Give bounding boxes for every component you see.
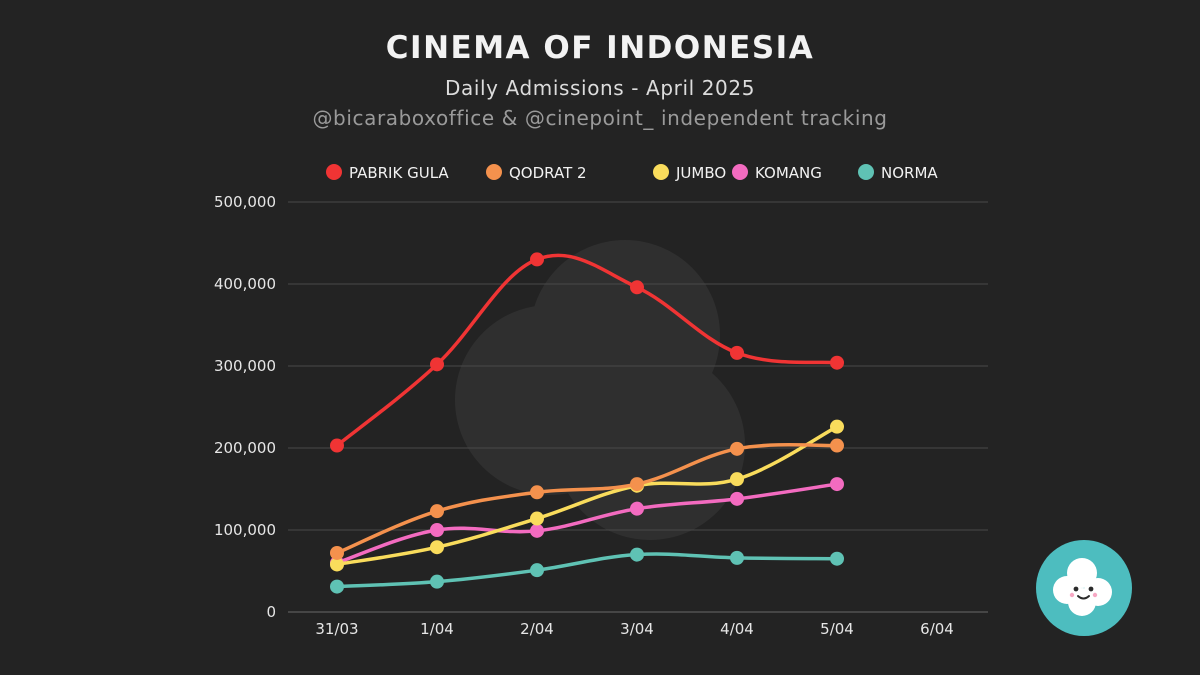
y-tick-label: 0: [266, 603, 276, 621]
data-point: [430, 574, 444, 589]
data-point: [630, 280, 644, 295]
data-point: [530, 252, 544, 267]
legend-label: KOMANG: [755, 164, 822, 182]
x-tick-label: 3/04: [620, 620, 654, 638]
legend-label: JUMBO: [675, 164, 726, 182]
data-point: [430, 523, 444, 537]
legend-marker: [653, 164, 669, 180]
chart-credit: @bicaraboxoffice & @cinepoint_ independe…: [312, 106, 888, 130]
x-tick-label: 1/04: [420, 620, 454, 638]
popcorn-logo-icon: [1036, 540, 1132, 636]
series-line: [335, 424, 839, 567]
legend-label: PABRIK GULA: [349, 164, 449, 182]
series-norma: [330, 547, 844, 594]
data-point: [330, 545, 344, 560]
legend-marker: [326, 164, 342, 180]
x-tick-label: 4/04: [720, 620, 754, 638]
data-point: [530, 511, 544, 526]
legend-marker: [858, 164, 874, 180]
chart-title: CINEMA OF INDONESIA: [385, 30, 815, 66]
x-tick-label: 5/04: [820, 620, 854, 638]
y-tick-label: 100,000: [214, 521, 276, 539]
series-line: [335, 482, 839, 565]
data-point: [530, 563, 544, 578]
data-point: [830, 477, 844, 492]
x-tick-label: 31/03: [315, 620, 358, 638]
data-point: [830, 551, 844, 566]
legend-marker: [732, 164, 748, 180]
chart-subtitle: Daily Admissions - April 2025: [444, 76, 756, 100]
data-point: [730, 491, 744, 506]
data-point: [530, 523, 544, 538]
x-tick-label: 2/04: [520, 620, 554, 638]
y-tick-label: 400,000: [214, 275, 276, 293]
series-pabrik-gula: [330, 252, 844, 453]
data-point: [330, 579, 344, 594]
y-tick-label: 300,000: [214, 357, 276, 375]
data-point: [830, 355, 844, 370]
data-point: [730, 345, 744, 360]
data-point: [830, 419, 844, 434]
data-point: [730, 472, 744, 487]
y-tick-label: 200,000: [214, 439, 276, 457]
data-point: [630, 501, 644, 516]
legend-label: QODRAT 2: [509, 164, 587, 182]
legend-marker: [486, 164, 502, 180]
data-point: [730, 441, 744, 456]
series-line: [335, 552, 839, 589]
legend-label: NORMA: [881, 164, 938, 182]
y-tick-label: 500,000: [214, 193, 276, 211]
data-point: [430, 357, 444, 372]
data-point: [330, 557, 344, 572]
series-line: [335, 443, 839, 555]
series-qodrat-2: [330, 438, 844, 560]
data-point: [430, 540, 444, 555]
x-tick-label: 6/04: [920, 620, 954, 638]
data-point: [530, 485, 544, 500]
data-point: [430, 504, 444, 519]
data-point: [830, 438, 844, 453]
data-point: [630, 547, 644, 562]
data-point: [630, 477, 644, 492]
data-point: [330, 438, 344, 453]
data-point: [730, 550, 744, 565]
